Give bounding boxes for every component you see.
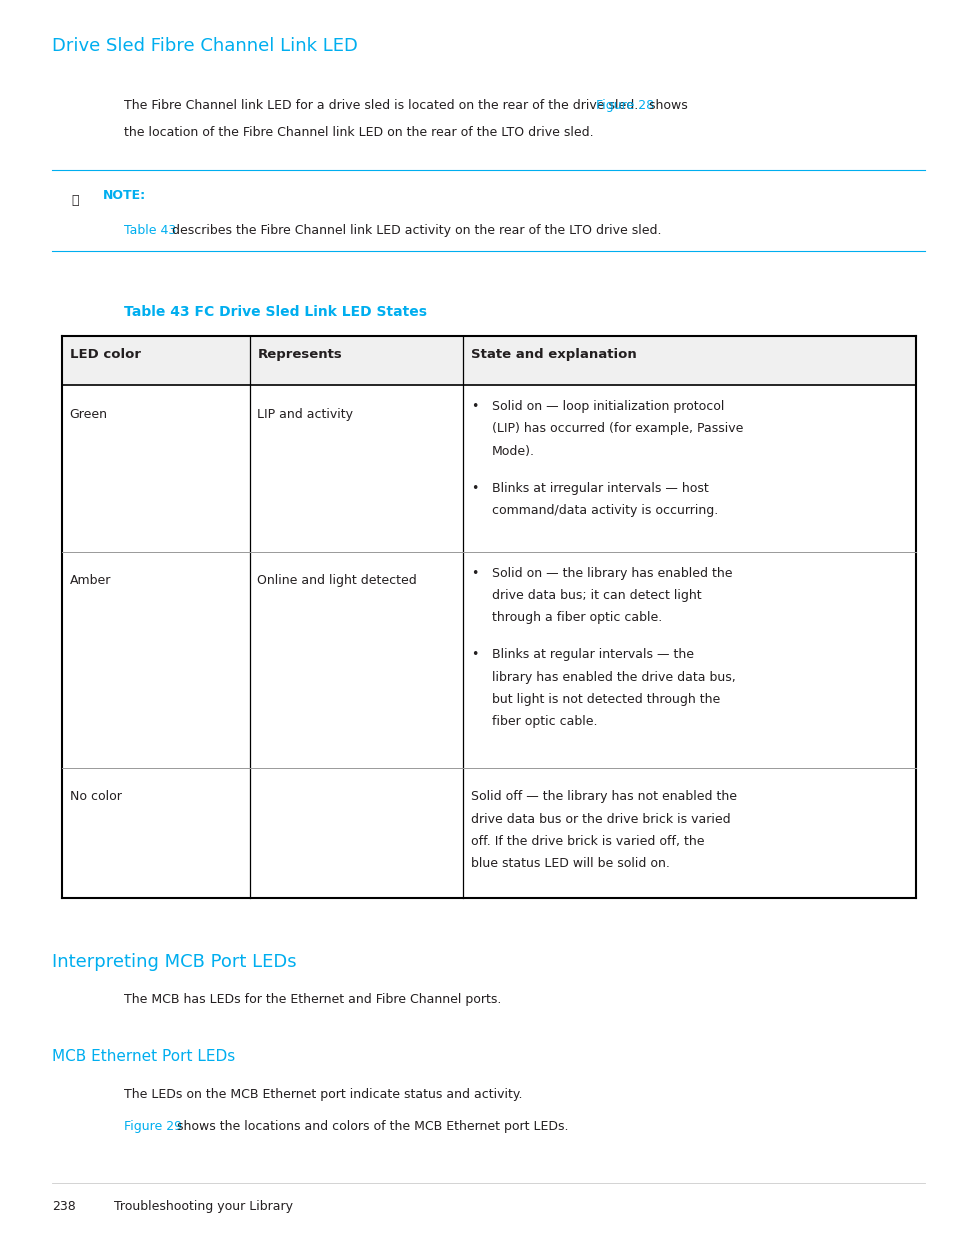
Text: MCB Ethernet Port LEDs: MCB Ethernet Port LEDs (52, 1049, 235, 1063)
Text: The LEDs on the MCB Ethernet port indicate status and activity.: The LEDs on the MCB Ethernet port indica… (124, 1088, 522, 1102)
Text: Blinks at regular intervals — the: Blinks at regular intervals — the (492, 648, 693, 662)
Text: No color: No color (70, 790, 121, 804)
Text: (LIP) has occurred (for example, Passive: (LIP) has occurred (for example, Passive (492, 422, 742, 436)
Text: •: • (471, 400, 477, 414)
Bar (62, 336, 915, 385)
Text: shows: shows (644, 99, 687, 112)
Text: Solid on — the library has enabled the: Solid on — the library has enabled the (492, 567, 732, 580)
Text: Figure 28: Figure 28 (595, 99, 653, 112)
Text: Blinks at irregular intervals — host: Blinks at irregular intervals — host (492, 482, 708, 495)
Text: Interpreting MCB Port LEDs: Interpreting MCB Port LEDs (52, 953, 296, 972)
Text: Troubleshooting your Library: Troubleshooting your Library (114, 1200, 294, 1214)
Text: Represents: Represents (257, 348, 342, 362)
Text: Green: Green (70, 408, 108, 421)
Text: Online and light detected: Online and light detected (257, 574, 416, 588)
Text: The Fibre Channel link LED for a drive sled is located on the rear of the drive : The Fibre Channel link LED for a drive s… (124, 99, 641, 112)
Text: NOTE:: NOTE: (103, 189, 146, 203)
Text: command/data activity is occurring.: command/data activity is occurring. (492, 504, 718, 517)
Text: Solid on — loop initialization protocol: Solid on — loop initialization protocol (492, 400, 723, 414)
Text: library has enabled the drive data bus,: library has enabled the drive data bus, (492, 671, 735, 684)
Text: •: • (471, 482, 477, 495)
Text: through a fiber optic cable.: through a fiber optic cable. (492, 611, 661, 625)
Text: •: • (471, 648, 477, 662)
Text: Amber: Amber (70, 574, 111, 588)
Text: off. If the drive brick is varied off, the: off. If the drive brick is varied off, t… (471, 835, 703, 848)
Text: describes the Fibre Channel link LED activity on the rear of the LTO drive sled.: describes the Fibre Channel link LED act… (168, 224, 660, 237)
Text: drive data bus or the drive brick is varied: drive data bus or the drive brick is var… (471, 813, 730, 826)
Text: 238: 238 (52, 1200, 76, 1214)
Text: fiber optic cable.: fiber optic cable. (492, 715, 597, 729)
Text: drive data bus; it can detect light: drive data bus; it can detect light (492, 589, 700, 603)
Text: •: • (471, 567, 477, 580)
Text: LED color: LED color (70, 348, 140, 362)
Text: ⎘: ⎘ (71, 194, 79, 207)
Text: Solid off — the library has not enabled the: Solid off — the library has not enabled … (471, 790, 736, 804)
Text: Table 43: Table 43 (124, 224, 176, 237)
Text: Table 43 FC Drive Sled Link LED States: Table 43 FC Drive Sled Link LED States (124, 305, 427, 319)
Text: shows the locations and colors of the MCB Ethernet port LEDs.: shows the locations and colors of the MC… (173, 1120, 568, 1134)
Text: State and explanation: State and explanation (471, 348, 636, 362)
Text: blue status LED will be solid on.: blue status LED will be solid on. (471, 857, 669, 871)
Text: the location of the Fibre Channel link LED on the rear of the LTO drive sled.: the location of the Fibre Channel link L… (124, 126, 593, 140)
Text: Drive Sled Fibre Channel Link LED: Drive Sled Fibre Channel Link LED (52, 37, 358, 56)
Text: Mode).: Mode). (492, 445, 535, 458)
Text: but light is not detected through the: but light is not detected through the (492, 693, 720, 706)
Text: Figure 29: Figure 29 (124, 1120, 182, 1134)
Text: The MCB has LEDs for the Ethernet and Fibre Channel ports.: The MCB has LEDs for the Ethernet and Fi… (124, 993, 501, 1007)
Text: LIP and activity: LIP and activity (257, 408, 354, 421)
